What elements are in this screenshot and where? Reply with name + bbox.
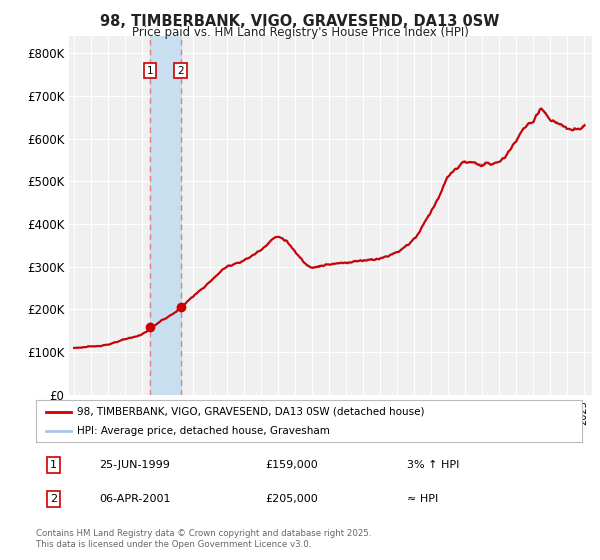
Text: 2: 2 — [50, 494, 57, 503]
Text: Contains HM Land Registry data © Crown copyright and database right 2025.
This d: Contains HM Land Registry data © Crown c… — [36, 529, 371, 549]
Text: Price paid vs. HM Land Registry's House Price Index (HPI): Price paid vs. HM Land Registry's House … — [131, 26, 469, 39]
Text: £205,000: £205,000 — [265, 494, 318, 503]
Text: 98, TIMBERBANK, VIGO, GRAVESEND, DA13 0SW: 98, TIMBERBANK, VIGO, GRAVESEND, DA13 0S… — [100, 14, 500, 29]
Text: 2: 2 — [177, 66, 184, 76]
Text: 1: 1 — [50, 460, 56, 470]
Text: 98, TIMBERBANK, VIGO, GRAVESEND, DA13 0SW (detached house): 98, TIMBERBANK, VIGO, GRAVESEND, DA13 0S… — [77, 407, 424, 417]
Bar — [150, 36, 181, 395]
Text: ≈ HPI: ≈ HPI — [407, 494, 439, 503]
Text: 1: 1 — [147, 66, 154, 76]
Text: £159,000: £159,000 — [265, 460, 318, 470]
Text: HPI: Average price, detached house, Gravesham: HPI: Average price, detached house, Grav… — [77, 426, 330, 436]
Text: 06-APR-2001: 06-APR-2001 — [99, 494, 170, 503]
Text: 3% ↑ HPI: 3% ↑ HPI — [407, 460, 460, 470]
Text: 25-JUN-1999: 25-JUN-1999 — [99, 460, 170, 470]
